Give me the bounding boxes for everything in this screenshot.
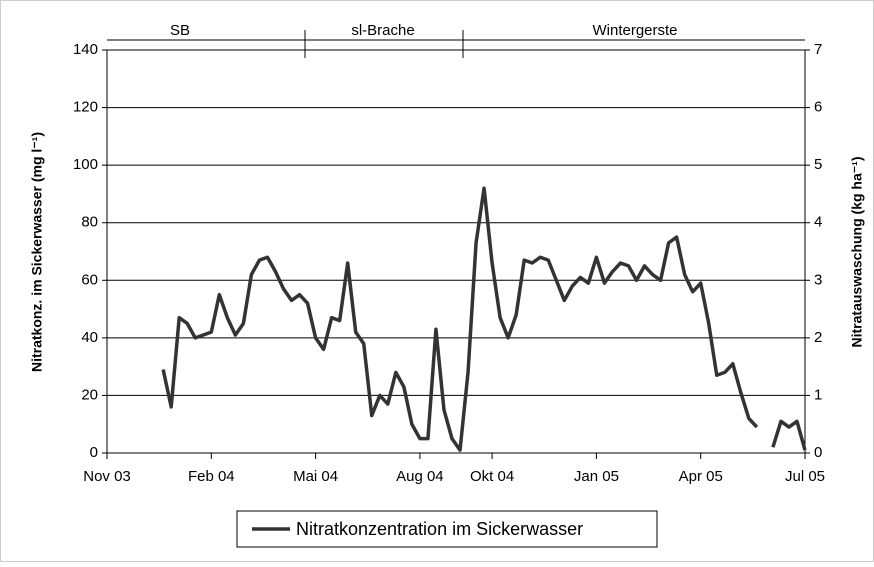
x-tick-label: Jan 05	[574, 468, 619, 485]
y-tick-label: 40	[81, 329, 98, 346]
y2-tick-label: 5	[814, 156, 822, 173]
y-tick-label: 140	[73, 41, 98, 58]
series-line	[161, 186, 807, 452]
x-tick-label: Feb 04	[188, 468, 235, 485]
y2-tick-label: 0	[814, 444, 822, 461]
y-tick-label: 0	[90, 444, 98, 461]
phase-label: Wintergerste	[592, 22, 677, 39]
y2-tick-label: 2	[814, 329, 822, 346]
legend-box	[236, 510, 658, 548]
y2-tick-label: 7	[814, 41, 822, 58]
y-tick-label: 120	[73, 99, 98, 116]
y-tick-label: 20	[81, 386, 98, 403]
y2-tick-label: 4	[814, 214, 822, 231]
phase-label: sl-Brache	[351, 22, 414, 39]
x-tick-label: Nov 03	[83, 468, 131, 485]
x-tick-label: Apr 05	[679, 468, 723, 485]
x-tick-label: Mai 04	[293, 468, 338, 485]
y-tick-label: 80	[81, 214, 98, 231]
y2-tick-label: 1	[814, 386, 822, 403]
x-tick-label: Jul 05	[785, 468, 825, 485]
legend-label: Nitratkonzentration im Sickerwasser	[296, 519, 583, 539]
y-tick-label: 100	[73, 156, 98, 173]
y-tick-label: 60	[81, 271, 98, 288]
y2-tick-label: 3	[814, 271, 822, 288]
x-tick-label: Aug 04	[396, 468, 444, 485]
y-axis-title: Nitratkonz. im Sickerwasser (mg l⁻¹)	[29, 132, 45, 372]
y2-tick-label: 6	[814, 99, 822, 116]
x-tick-label: Okt 04	[470, 468, 514, 485]
phase-label: SB	[170, 22, 190, 39]
y2-axis-title: Nitratauswaschung (kg ha⁻¹)	[849, 157, 865, 348]
